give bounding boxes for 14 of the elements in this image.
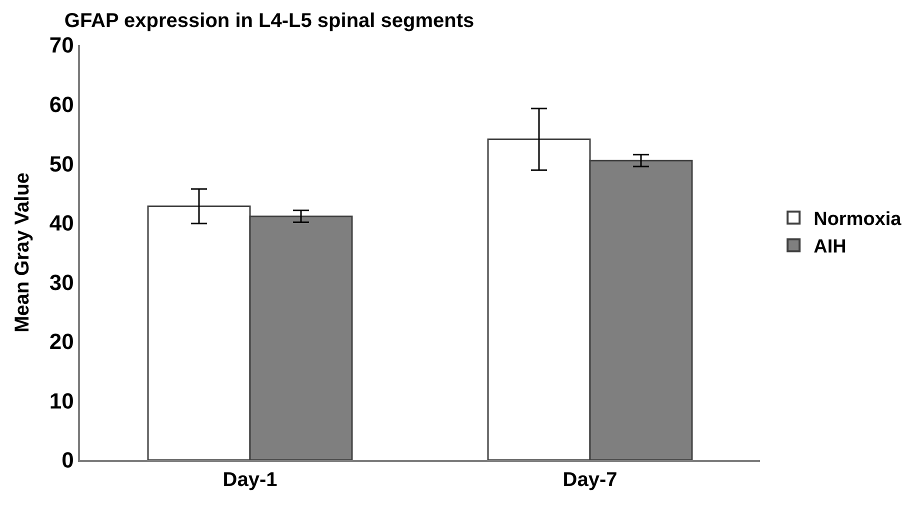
y-tick-label: 30 <box>49 270 74 295</box>
y-tick-label: 10 <box>49 388 74 414</box>
y-tick-label: 40 <box>49 210 74 236</box>
y-tick-label: 0 <box>62 448 74 473</box>
legend-label: Normoxia <box>814 209 902 230</box>
y-tick-label: 50 <box>49 151 74 176</box>
x-tick-label: Day-1 <box>222 468 278 491</box>
y-axis-title: Mean Gray Value <box>11 172 34 333</box>
y-tick-label: 20 <box>49 329 74 354</box>
chart-title: GFAP expression in L4-L5 spinal segments <box>64 10 474 32</box>
x-tick-label: Day-7 <box>562 468 618 491</box>
legend-label: AIH <box>814 236 846 258</box>
y-tick-label: 60 <box>49 92 74 117</box>
y-tick-label: 70 <box>49 32 74 58</box>
